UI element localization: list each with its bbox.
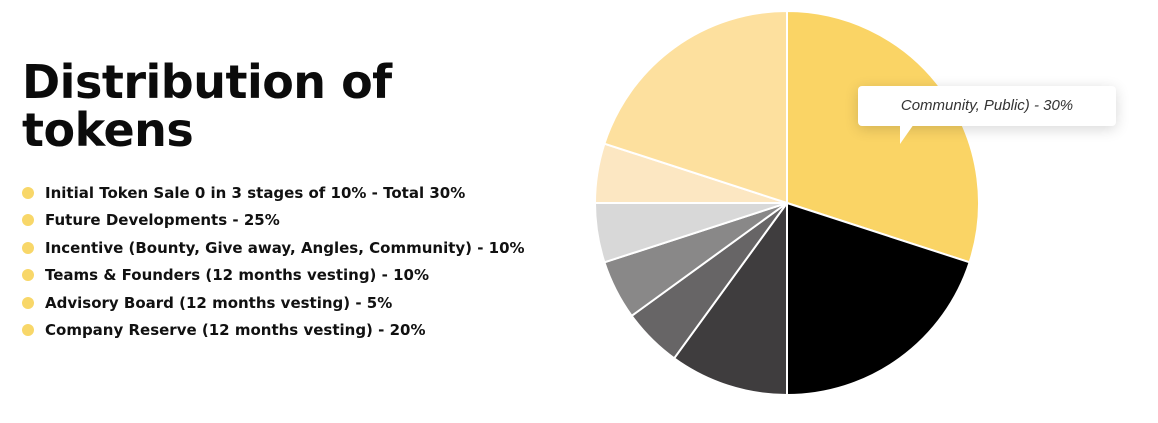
slice-tooltip: Community, Public) - 30% xyxy=(858,86,1116,144)
bullet-dot-icon xyxy=(22,241,34,254)
legend-item: Initial Token Sale 0 in 3 stages of 10% … xyxy=(22,179,525,207)
bullet-dot-icon xyxy=(22,324,34,337)
pie-slice-2[interactable] xyxy=(786,202,971,396)
page-title: Distribution of tokens xyxy=(22,58,582,154)
legend-label: Future Developments - 25% xyxy=(45,211,280,230)
legend-item: Teams & Founders (12 months vesting) - 1… xyxy=(22,262,525,290)
legend-item: Company Reserve (12 months vesting) - 20… xyxy=(22,317,525,345)
tooltip-text: Community, Public) - 30% xyxy=(900,97,1074,114)
bullet-dot-icon xyxy=(22,214,34,227)
legend-label: Company Reserve (12 months vesting) - 20… xyxy=(45,321,426,340)
legend-label: Advisory Board (12 months vesting) - 5% xyxy=(45,293,393,312)
pie-slice-8[interactable] xyxy=(603,10,788,204)
bullet-dot-icon xyxy=(22,296,34,309)
title-line-2: tokens xyxy=(22,103,194,157)
bullet-dot-icon xyxy=(22,269,34,282)
pie-slice-3[interactable] xyxy=(673,202,788,396)
legend-label: Teams & Founders (12 months vesting) - 1… xyxy=(45,266,429,285)
legend-item: Future Developments - 25% xyxy=(22,207,525,235)
legend-item: Advisory Board (12 months vesting) - 5% xyxy=(22,289,525,317)
legend-label: Incentive (Bounty, Give away, Angles, Co… xyxy=(45,238,525,257)
tooltip-pointer-icon xyxy=(900,124,914,144)
legend-label: Initial Token Sale 0 in 3 stages of 10% … xyxy=(45,183,466,202)
bullet-dot-icon xyxy=(22,186,34,199)
distribution-legend: Initial Token Sale 0 in 3 stages of 10% … xyxy=(22,179,525,344)
title-line-1: Distribution of xyxy=(22,55,392,109)
legend-item: Incentive (Bounty, Give away, Angles, Co… xyxy=(22,234,525,262)
